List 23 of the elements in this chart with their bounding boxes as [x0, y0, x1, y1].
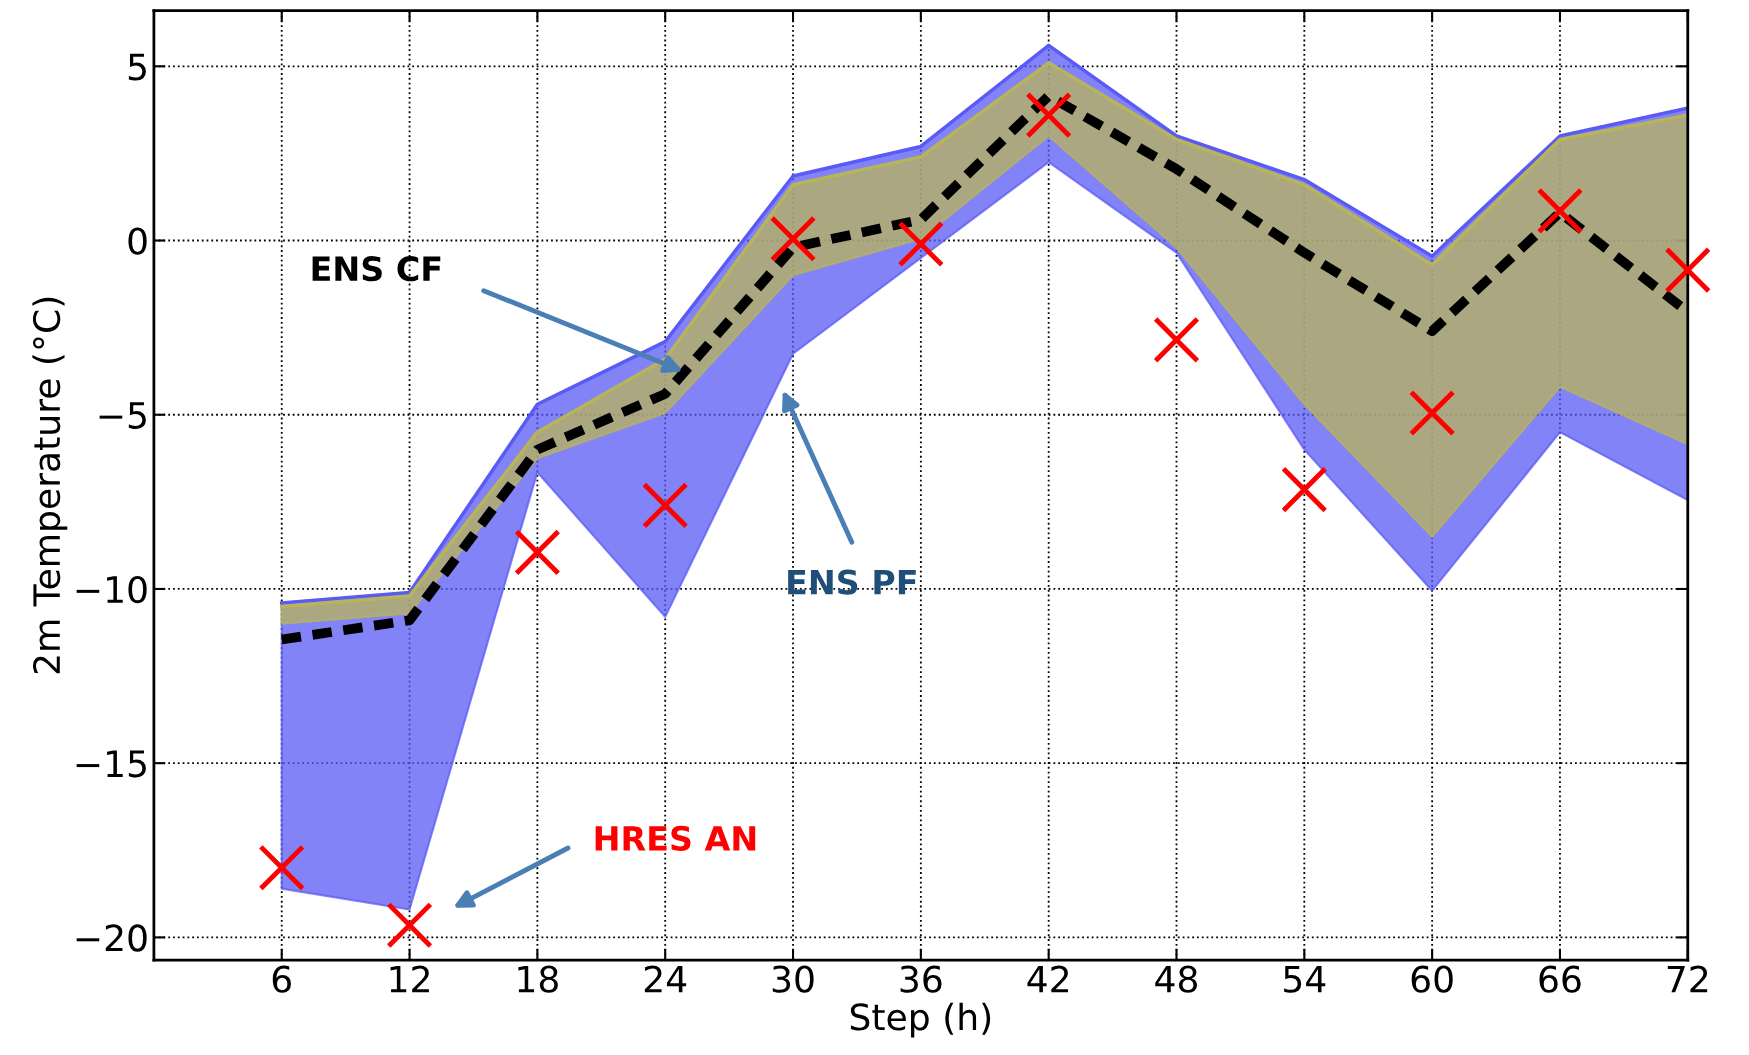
x-tick-label: 72 [1667, 965, 1708, 993]
x-tick-label: 66 [1539, 965, 1581, 993]
y-tick-label: 5 [128, 53, 146, 81]
x-tick-label: 30 [772, 965, 814, 993]
y-tick-label: −5 [99, 402, 146, 429]
annotation: ENS PF [788, 569, 916, 595]
x-tick-label: 24 [644, 965, 687, 993]
x-tick-label: 42 [1027, 965, 1069, 993]
annotation: ENS CF [312, 256, 441, 282]
x-tick-label: 18 [518, 965, 558, 993]
y-tick-label: −20 [76, 924, 147, 952]
y-axis-title: 2m Temperature (°C) [32, 297, 68, 674]
x-tick-label: 6 [272, 965, 291, 993]
x-tick-label: 12 [390, 965, 429, 993]
x-axis-title: Step (h) [850, 1002, 991, 1038]
x-tick-label: 36 [900, 965, 942, 993]
x-tick-label: 48 [1155, 965, 1197, 993]
annotation: HRES AN [595, 825, 756, 852]
x-tick-label: 60 [1411, 965, 1453, 993]
x-tick-label: 54 [1284, 966, 1326, 993]
y-tick-label: 0 [128, 227, 147, 255]
y-tick-label: −15 [76, 750, 146, 778]
y-tick-label: −10 [76, 575, 147, 604]
